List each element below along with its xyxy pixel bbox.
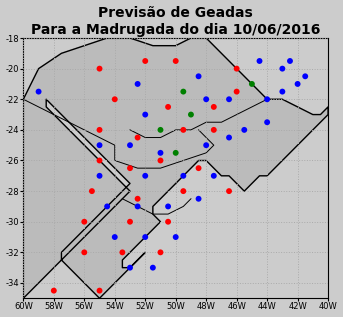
Point	[180, 127, 186, 133]
Point	[211, 173, 216, 178]
Point	[127, 219, 133, 224]
Point	[165, 104, 171, 109]
Point	[180, 173, 186, 178]
Point	[303, 74, 308, 79]
Point	[112, 235, 118, 240]
Point	[135, 204, 140, 209]
Point	[264, 97, 270, 102]
Point	[142, 58, 148, 63]
Point	[211, 127, 216, 133]
Point	[287, 58, 293, 63]
Point	[280, 89, 285, 94]
Point	[241, 127, 247, 133]
Point	[142, 173, 148, 178]
Point	[196, 196, 201, 201]
Point	[295, 81, 300, 87]
Point	[135, 135, 140, 140]
Point	[97, 288, 102, 293]
Point	[112, 97, 118, 102]
Point	[211, 104, 216, 109]
Point	[234, 89, 239, 94]
Point	[97, 66, 102, 71]
Point	[226, 135, 232, 140]
Point	[165, 219, 171, 224]
Point	[127, 165, 133, 171]
Point	[97, 173, 102, 178]
Point	[257, 58, 262, 63]
Point	[173, 58, 178, 63]
Point	[36, 89, 41, 94]
Point	[180, 189, 186, 194]
Point	[158, 127, 163, 133]
Point	[165, 204, 171, 209]
Point	[82, 219, 87, 224]
Point	[173, 235, 178, 240]
Point	[135, 196, 140, 201]
Point	[89, 189, 95, 194]
Point	[226, 189, 232, 194]
Point	[150, 265, 156, 270]
Point	[127, 143, 133, 148]
Point	[188, 112, 194, 117]
Point	[249, 81, 255, 87]
Point	[158, 158, 163, 163]
Point	[142, 235, 148, 240]
Point	[158, 150, 163, 155]
Point	[127, 265, 133, 270]
Point	[173, 150, 178, 155]
Point	[51, 288, 57, 293]
Point	[135, 81, 140, 87]
Point	[234, 66, 239, 71]
Point	[142, 112, 148, 117]
Title: Previsão de Geadas
Para a Madrugada do dia 10/06/2016: Previsão de Geadas Para a Madrugada do d…	[31, 6, 320, 37]
Point	[280, 66, 285, 71]
Point	[180, 89, 186, 94]
Polygon shape	[23, 38, 328, 298]
Point	[264, 120, 270, 125]
Point	[196, 74, 201, 79]
Point	[97, 143, 102, 148]
Point	[82, 250, 87, 255]
Point	[120, 250, 125, 255]
Point	[97, 127, 102, 133]
Point	[203, 97, 209, 102]
Point	[97, 158, 102, 163]
Point	[104, 204, 110, 209]
Point	[226, 97, 232, 102]
Point	[203, 143, 209, 148]
Point	[158, 250, 163, 255]
Point	[196, 165, 201, 171]
